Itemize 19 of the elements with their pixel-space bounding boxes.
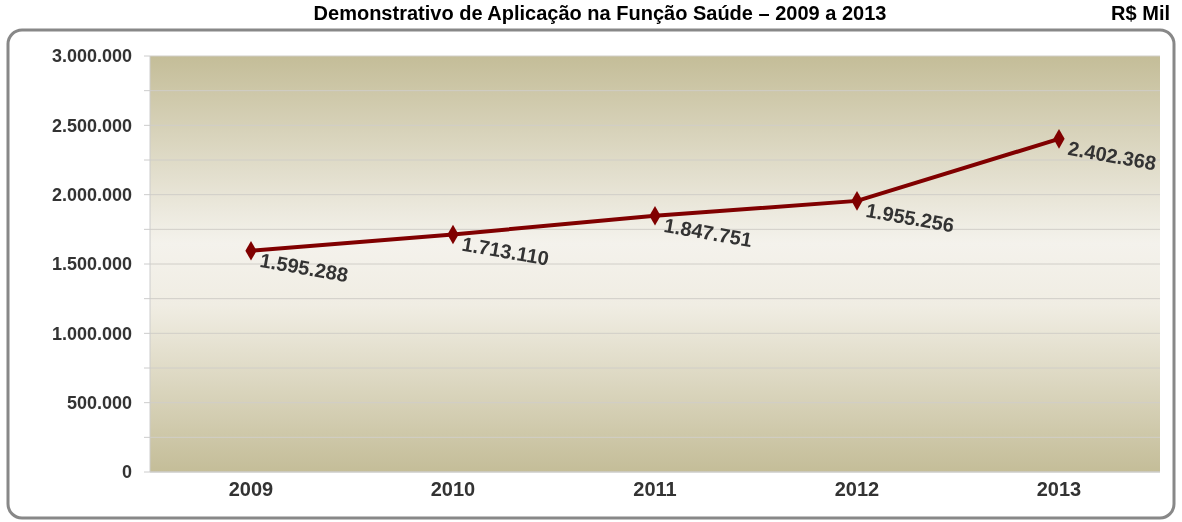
x-tick-label: 2010 <box>430 478 476 500</box>
data-label: 1.955.256 <box>864 199 956 237</box>
y-tick-label: 500.000 <box>66 392 132 413</box>
x-tick-label: 2013 <box>1036 478 1082 500</box>
y-tick-label: 1.000.000 <box>51 323 132 344</box>
data-label: 1.595.288 <box>258 249 350 287</box>
y-tick-label: 0 <box>121 462 132 483</box>
x-tick-label: 2012 <box>834 478 880 500</box>
x-tick-label: 2009 <box>228 478 274 500</box>
chart-title: Demonstrativo de Aplicação na Função Saúde – 2009 a 2013 <box>313 2 887 24</box>
x-tick-label: 2011 <box>633 478 677 500</box>
y-tick-label: 2.500.000 <box>51 115 132 136</box>
y-tick-label: 3.000.000 <box>51 46 132 67</box>
y-tick-label: 2.000.000 <box>51 184 132 205</box>
data-label: 2.402.368 <box>1066 137 1158 175</box>
chart-subtitle: R$ Mil <box>1111 2 1170 24</box>
y-tick-label: 1.500.000 <box>51 254 132 275</box>
data-label: 1.713.110 <box>460 232 551 270</box>
data-label: 1.847.751 <box>662 214 754 252</box>
